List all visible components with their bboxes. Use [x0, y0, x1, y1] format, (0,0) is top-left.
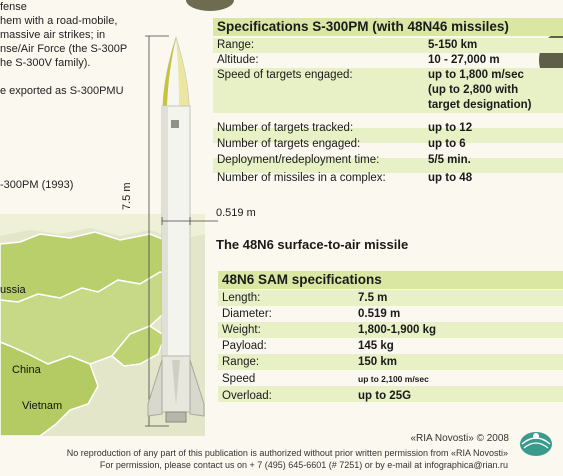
intro-line: he S-300V family).	[0, 57, 91, 69]
spec-row: Overload: up to 25G	[218, 389, 563, 405]
intro-line: e exported as S-300PMU	[0, 85, 124, 97]
intro-line	[0, 70, 127, 84]
missile-illustration	[145, 35, 205, 427]
spec-row: Number of missiles in a complex: up to 4…	[213, 171, 563, 186]
missile-caption: The 48N6 surface-to-air missile	[216, 237, 409, 252]
spec-row: Speed of targets engaged: up to 1,800 m/…	[213, 68, 563, 113]
spec-value: 5-150 km	[428, 39, 478, 51]
spec-value: 5/5 min.	[428, 154, 471, 166]
year-line: -300PM (1993)	[0, 179, 74, 191]
spec-row: Altitude: 10 - 27,000 m	[213, 53, 563, 68]
spec-label: Altitude:	[217, 54, 259, 66]
spec-row: Speed up to 2,100 m/sec	[218, 372, 563, 388]
spec-value: 0.519 m	[358, 308, 401, 320]
map-label-china: China	[12, 364, 42, 376]
ria-novosti-logo-icon	[520, 432, 552, 456]
intro-line: massive air strikes; in	[0, 29, 106, 41]
spec-label: Deployment/redeployment time:	[217, 154, 380, 166]
spec-value-cont: target designation)	[428, 99, 532, 111]
spec-value: up to 12	[428, 122, 473, 134]
spec-row: Range: 150 km	[218, 355, 563, 371]
spec-row: Number of targets engaged: up to 6	[213, 137, 563, 152]
spec-value: up to 2,100 m/sec	[358, 374, 429, 384]
footer-contact: For permission, please contact us on + 7…	[99, 460, 508, 470]
spec-row: Length: 7.5 m	[218, 291, 563, 307]
map-label-vietnam: Vietnam	[22, 400, 62, 412]
spec-label: Number of missiles in a complex:	[217, 172, 386, 184]
specs-48n6-title: 48N6 SAM specifications	[218, 271, 563, 289]
spec-value: up to 6	[428, 138, 466, 150]
spec-label: Speed of targets engaged:	[217, 69, 353, 81]
length-dimension-label: 7.5 m	[121, 182, 133, 210]
specs-s300-title: Specifications S-300PM (with 48N46 missi…	[213, 18, 563, 36]
spec-value: 7.5 m	[358, 292, 388, 304]
spec-row: Weight: 1,800-1,900 kg	[218, 323, 563, 339]
spec-row: Range: 5-150 km	[213, 38, 563, 53]
map-label-russia: ussia	[0, 284, 27, 296]
spec-label: Range:	[217, 39, 255, 51]
spec-label: Number of targets tracked:	[217, 122, 354, 134]
spec-value: 1,800-1,900 kg	[358, 324, 437, 336]
footer-credit: «RIA Novosti» © 2008	[410, 433, 509, 444]
intro-text: fense hem with a road-mobile, massive ai…	[0, 0, 127, 98]
spec-row: Deployment/redeployment time: 5/5 min.	[213, 153, 563, 168]
spec-label: Length:	[222, 292, 261, 304]
spec-label: Range:	[222, 356, 260, 368]
spec-label: Number of targets engaged:	[217, 138, 361, 150]
specs-48n6-table: Length: 7.5 m Diameter: 0.519 m Weight: …	[218, 290, 563, 408]
spec-label: Diameter:	[222, 308, 272, 320]
width-dimension-line	[161, 217, 218, 225]
intro-line: nse/Air Force (the S-300P	[0, 43, 128, 55]
spec-label: Overload:	[222, 390, 272, 402]
spec-value-cont: (up to 2,800 with	[428, 84, 519, 96]
spec-row: Number of targets tracked: up to 12	[213, 121, 563, 136]
spec-label: Payload:	[222, 340, 267, 352]
intro-line: fense	[0, 1, 27, 13]
spec-value: 10 - 27,000 m	[428, 54, 500, 66]
width-dimension-label: 0.519 m	[216, 207, 256, 219]
specs-s300-table: Range: 5-150 km Altitude: 10 - 27,000 m …	[213, 38, 563, 188]
spec-value: up to 1,800 m/sec	[428, 69, 524, 81]
spec-value: up to 25G	[358, 390, 412, 402]
spec-label: Weight:	[222, 324, 261, 336]
footer-notice: No reproduction of any part of this publ…	[66, 448, 508, 458]
spec-label: Speed	[222, 373, 256, 385]
intro-line: hem with a road-mobile,	[0, 15, 118, 27]
spec-value: 145 kg	[358, 340, 394, 352]
spec-row: Payload: 145 kg	[218, 339, 563, 355]
spec-row: Diameter: 0.519 m	[218, 307, 563, 323]
spec-value: 150 km	[358, 356, 398, 368]
decor-rock-left-image	[186, 0, 234, 11]
spec-value: up to 48	[428, 172, 473, 184]
